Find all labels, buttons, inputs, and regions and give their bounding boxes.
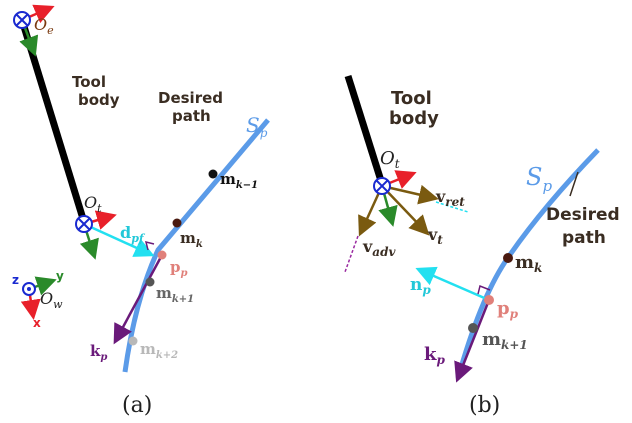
right-angle-b	[477, 284, 491, 295]
vadv-extension	[344, 235, 359, 273]
frame-oe	[13, 4, 55, 57]
label-axis-x: x	[33, 316, 41, 330]
label-n-p: np	[410, 275, 431, 297]
point-p-p-a	[157, 250, 167, 260]
tool-label-a-1: Tool	[72, 73, 106, 91]
label-ot-b: Ot	[380, 148, 400, 171]
path-label-a-1: Desired	[158, 89, 223, 107]
desired-path-curve-a	[122, 118, 270, 373]
path-label-b-2: path	[562, 228, 606, 248]
caption-b: (b)	[469, 393, 500, 418]
right-angle-a	[144, 240, 155, 251]
caption-a: (a)	[122, 393, 152, 418]
label-ot-a: Ot	[84, 193, 102, 215]
frame-ot-a	[75, 210, 155, 260]
tangent-kp-b	[454, 299, 491, 383]
label-oe: Oe	[34, 15, 54, 37]
point-m-k-b	[503, 253, 513, 263]
label-dpf: dpf	[120, 223, 146, 245]
label-axis-z: z	[12, 273, 19, 287]
tool-body-b	[344, 74, 386, 186]
label-m-k-b: mk	[515, 252, 542, 275]
label-p-p-b: pp	[497, 298, 519, 321]
path-label-leader-b	[569, 171, 579, 197]
label-v-t: vt	[427, 225, 443, 247]
label-m-km1-a: mk−1	[220, 170, 258, 191]
label-m-kp1-a: mk+1	[156, 284, 194, 305]
path-label-b-1: Desired	[546, 205, 620, 225]
label-sp-b: Sp	[526, 163, 552, 195]
arrow-v-t	[381, 185, 430, 236]
tool-body-a	[18, 18, 88, 224]
frame-ow	[20, 276, 57, 320]
point-p-p-b	[484, 295, 494, 305]
label-k-p-b: kp	[424, 344, 445, 367]
point-m-k-a	[172, 218, 182, 228]
label-p-p-a: pp	[170, 258, 188, 279]
label-axis-y: y	[56, 269, 64, 283]
label-m-kp2-a: mk+2	[140, 340, 178, 361]
path-label-a-2: path	[172, 107, 211, 125]
label-k-p-a: kp	[90, 342, 107, 363]
vret-extension	[435, 201, 469, 213]
panel-b: Tool body Ot vret vt vadv Sp Desired pat…	[344, 74, 620, 418]
label-m-k-a: mk	[180, 229, 203, 250]
frame-ot-b	[373, 170, 417, 227]
point-m-kp2-a	[128, 336, 138, 346]
tool-label-b-1: Tool	[391, 88, 432, 109]
label-sp-a: Sp	[246, 113, 268, 140]
label-v-adv: vadv	[362, 237, 396, 259]
tool-label-b-2: body	[389, 108, 439, 129]
arrow-n-p	[415, 266, 490, 302]
point-m-kp1-b	[468, 323, 478, 333]
panel-a: Oe Tool body Desired path Sp Ot dpf mk−1	[12, 4, 270, 418]
label-ow: Ow	[40, 289, 63, 311]
tangent-kp-a	[113, 254, 164, 345]
point-m-km1-a	[208, 169, 218, 179]
label-m-kp1-b: mk+1	[482, 329, 528, 352]
tool-label-a-2: body	[78, 91, 120, 109]
label-v-ret: vret	[435, 187, 465, 209]
point-m-kp1-a	[145, 277, 155, 287]
